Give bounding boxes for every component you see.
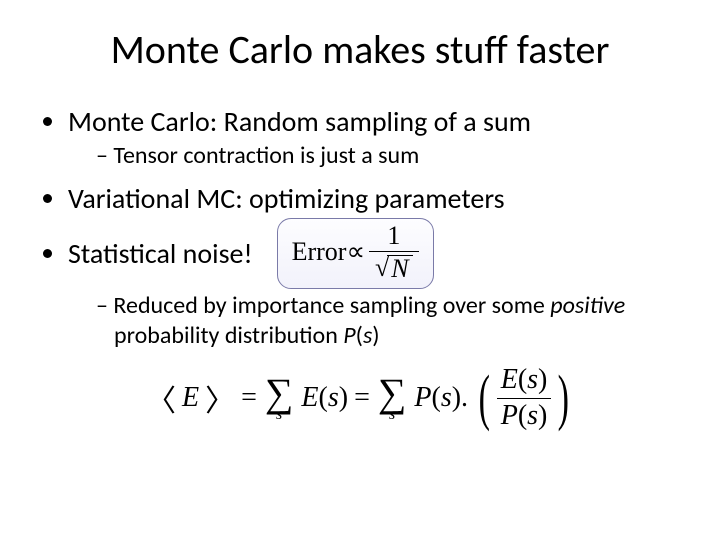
sum2-index: s <box>389 408 395 422</box>
sum-1: ∑ s <box>265 376 294 422</box>
ft-arg: s <box>527 364 538 395</box>
proportional-symbol: ∝ <box>346 236 365 269</box>
importance-emph: positive <box>550 291 625 320</box>
importance-suffix: probability distribution <box>114 321 343 350</box>
bullet-monte-carlo: Monte Carlo: Random sampling of a sum <box>68 104 680 139</box>
paren-close-icon: ) <box>558 377 569 420</box>
subbullet-importance: Reduced by importance sampling over some… <box>96 291 680 351</box>
dist-open: ( <box>356 321 363 350</box>
error-label: Error <box>292 236 347 269</box>
fb-close: ) <box>538 400 547 431</box>
fb-P: P <box>501 400 518 431</box>
sqrt-argument: N <box>387 255 412 282</box>
angle-close: 〉 <box>205 376 235 420</box>
paren-open-icon: ( <box>479 377 490 420</box>
term1: E(s) <box>301 382 348 414</box>
sigma-icon: ∑ <box>265 376 294 410</box>
fraction-term: ( E(s) P(s) ) <box>474 365 574 432</box>
t1-arg: s <box>328 382 339 413</box>
dist-close: ) <box>372 321 379 350</box>
t2-P: P <box>414 382 431 413</box>
frac-top: E(s) <box>497 365 552 398</box>
t2-open: ( <box>431 382 440 413</box>
error-numerator: 1 <box>385 223 402 251</box>
error-formula-box: Error ∝ 1 √ N <box>277 218 434 289</box>
equals-2: = <box>354 382 370 414</box>
bullet-noise: Statistical noise! Error ∝ 1 √ N <box>68 218 680 289</box>
sum1-index: s <box>276 408 282 422</box>
ratio-fraction: E(s) P(s) <box>497 365 552 432</box>
sum-2: ∑ s <box>378 376 407 422</box>
dist-P: P <box>343 321 355 350</box>
t1-E: E <box>301 382 318 413</box>
bullet-list: Monte Carlo: Random sampling of a sum Te… <box>40 104 680 351</box>
lhs-E: E <box>182 382 199 414</box>
sigma-icon-2: ∑ <box>378 376 407 410</box>
slide: Monte Carlo makes stuff faster Monte Car… <box>0 0 720 540</box>
t1-open: ( <box>319 382 328 413</box>
error-denominator: √ N <box>369 251 419 282</box>
equals-1: = <box>241 382 257 414</box>
ft-close: ) <box>538 364 547 395</box>
noise-text: Statistical noise! <box>68 236 253 271</box>
sublist-1: Tensor contraction is just a sum <box>68 141 680 171</box>
t2-arg: s <box>441 382 452 413</box>
ft-E: E <box>501 364 518 395</box>
frac-bot: P(s) <box>497 398 552 432</box>
t1-close: ) <box>339 382 348 413</box>
expectation-equation: 〈E〉 = ∑ s E(s) = ∑ s P(s). ( E(s) P(s) ) <box>100 365 620 432</box>
t2-close: ). <box>452 382 468 413</box>
term2: P(s). <box>414 382 468 414</box>
dist-arg: s <box>363 321 372 350</box>
sublist-2: Reduced by importance sampling over some… <box>68 291 680 351</box>
fb-arg: s <box>527 400 538 431</box>
angle-open: 〈 <box>146 376 176 420</box>
fb-open: ( <box>518 400 527 431</box>
subbullet-tensor: Tensor contraction is just a sum <box>96 141 680 171</box>
ft-open: ( <box>518 364 527 395</box>
error-fraction: 1 √ N <box>369 223 419 282</box>
importance-prefix: Reduced by importance sampling over some <box>113 291 550 320</box>
noise-row: Statistical noise! Error ∝ 1 √ N <box>68 218 680 289</box>
slide-title: Monte Carlo makes stuff faster <box>40 28 680 72</box>
bullet-variational: Variational MC: optimizing parameters <box>68 181 680 216</box>
